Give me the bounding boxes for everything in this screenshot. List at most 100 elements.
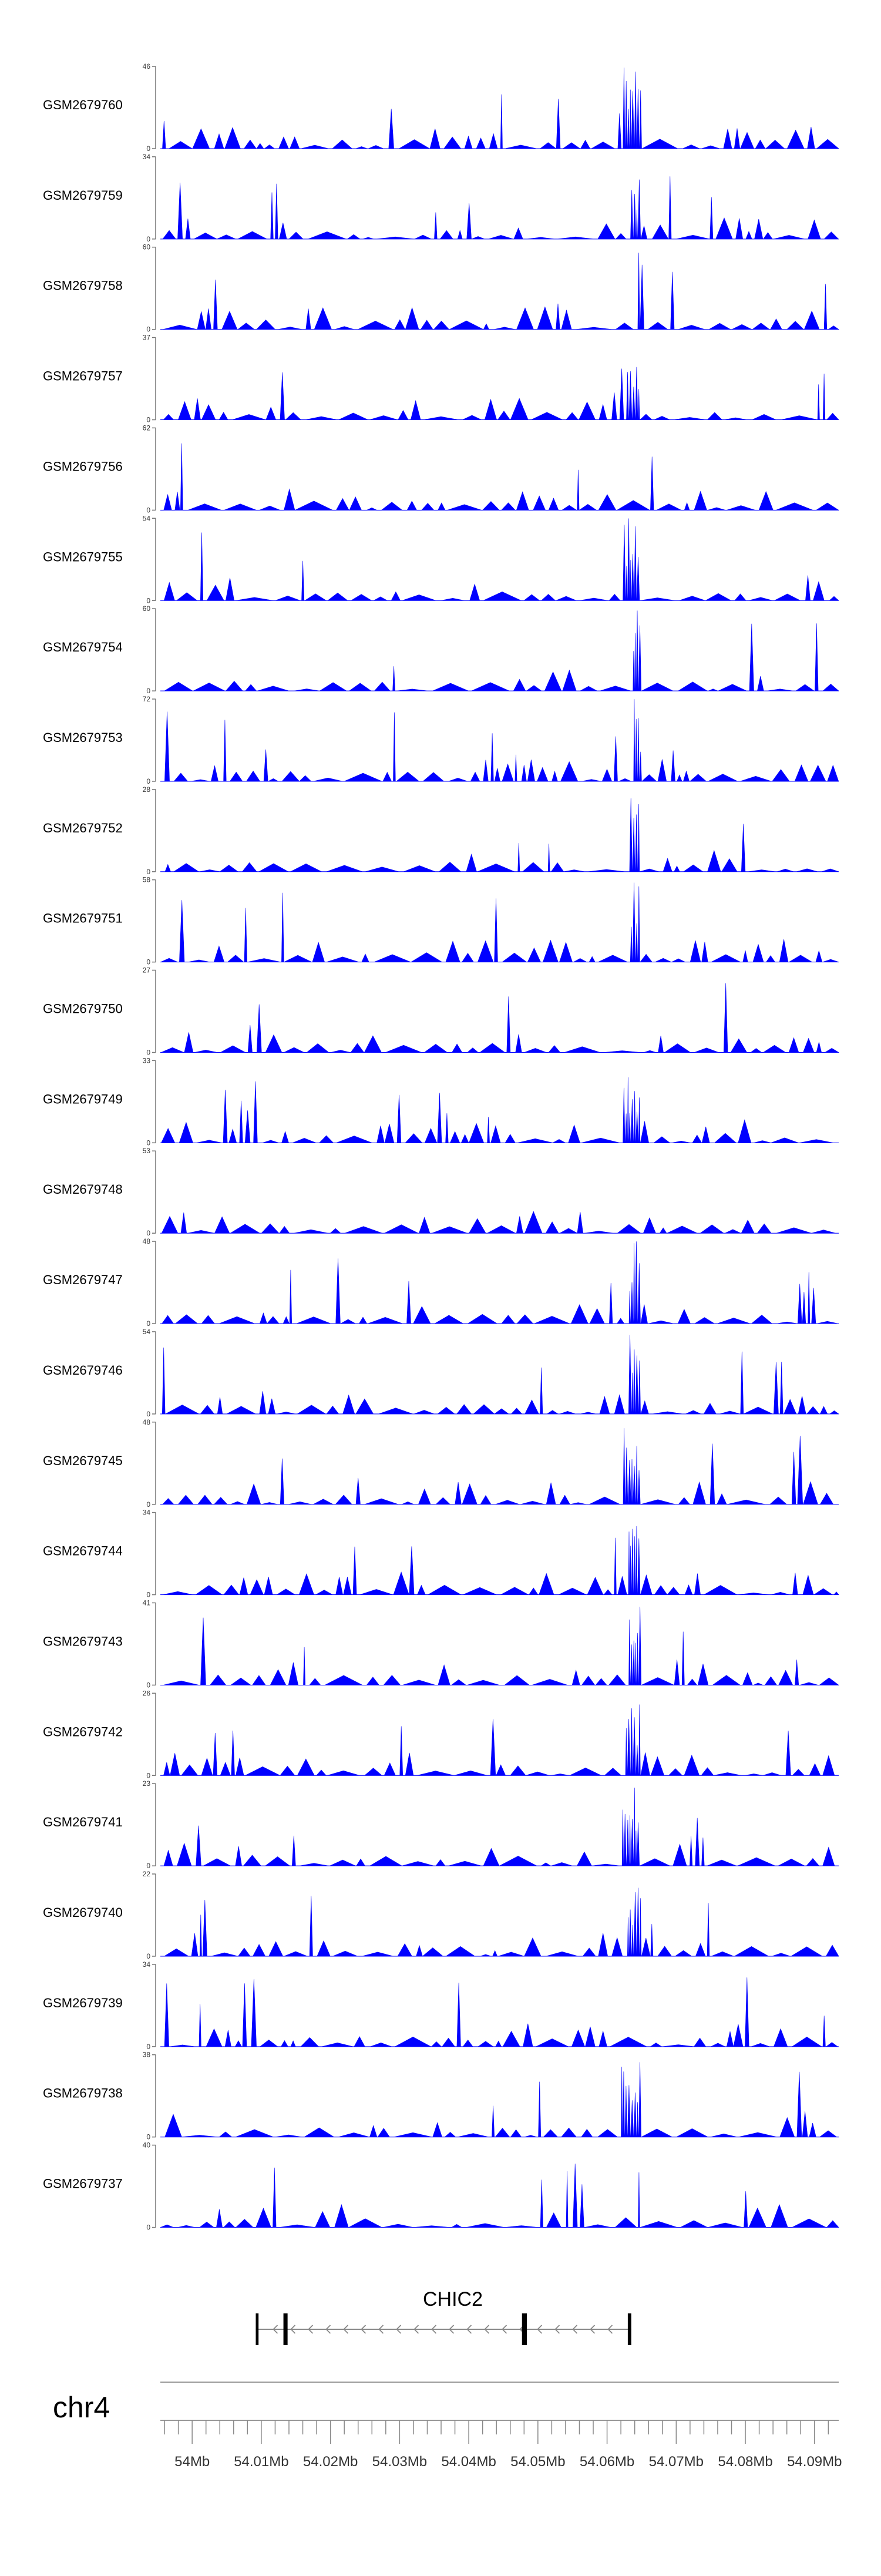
track-label: GSM2679756 [43,459,123,473]
y-min-label: 0 [146,2224,150,2232]
y-max-label: 58 [143,876,151,884]
track-label: GSM2679760 [43,98,123,112]
track-label: GSM2679758 [43,278,123,293]
track-label: GSM2679755 [43,549,123,564]
coverage-area [160,1211,839,1234]
y-max-label: 40 [143,2141,151,2150]
y-max-label: 38 [143,2051,151,2059]
coverage-area [160,1241,839,1324]
y-max-label: 48 [143,1418,151,1426]
track: GSM2679755 54 0 [43,514,839,604]
y-min-label: 0 [146,1681,150,1689]
coverage-area [160,367,839,420]
coverage-area [160,882,839,962]
track-label: GSM2679749 [43,1091,123,1106]
y-max-label: 22 [143,1870,151,1878]
track-label: GSM2679743 [43,1634,123,1648]
track-label: GSM2679741 [43,1815,123,1829]
y-max-label: 60 [143,243,151,251]
track-label: GSM2679737 [43,2177,123,2191]
y-max-label: 27 [143,966,151,975]
y-max-label: 34 [143,1509,151,1517]
y-min-label: 0 [146,596,150,604]
coverage-tracks: GSM2679760460GSM2679759340GSM2679758600G… [43,62,840,2232]
coverage-area [160,443,840,511]
chromosome-label: chr4 [53,2391,110,2424]
coverage-area [160,253,839,330]
track: GSM2679748 53 0 [43,1147,839,1237]
y-min-label: 0 [146,325,150,334]
track: GSM2679744 34 0 [43,1509,839,1599]
strand-arrow [537,2325,543,2334]
coverage-area [160,983,840,1053]
strand-arrow [413,2325,419,2334]
y-max-label: 53 [143,1147,151,1155]
coverage-area [160,1335,839,1415]
y-max-label: 23 [143,1779,151,1788]
y-min-label: 0 [146,1500,150,1509]
y-max-label: 41 [143,1598,151,1607]
track: GSM2679745 48 0 [43,1418,839,1509]
axis-tick-label: 54.09Mb [787,2454,842,2470]
track: GSM2679740 22 0 [43,1870,839,1960]
coverage-area [160,176,839,240]
track-label: GSM2679748 [43,1182,123,1197]
strand-arrow [554,2325,560,2334]
y-min-label: 0 [146,1952,150,1960]
strand-arrow [396,2325,402,2334]
track: GSM2679747 48 0 [43,1237,839,1328]
track-label: GSM2679739 [43,1996,123,2010]
track-label: GSM2679753 [43,730,123,745]
track-label: GSM2679747 [43,1272,123,1287]
strand-arrow [378,2325,384,2334]
gene-exon [283,2313,288,2345]
y-min-label: 0 [146,958,150,966]
track: GSM2679739 34 0 [43,1960,839,2051]
y-min-label: 0 [146,868,150,876]
axis-tick-label: 54.02Mb [303,2454,358,2470]
y-min-label: 0 [146,145,150,153]
axis-tick-label: 54.08Mb [718,2454,772,2470]
coverage-area [160,68,839,149]
coverage-area [160,1607,839,1685]
y-min-label: 0 [146,1410,150,1418]
y-min-label: 0 [146,1049,150,1057]
gene-exon [255,2313,259,2345]
track: GSM2679743 41 0 [43,1598,839,1689]
track-label: GSM2679754 [43,640,123,654]
coverage-area [160,1888,839,1957]
y-max-label: 62 [143,424,151,432]
y-max-label: 46 [143,62,151,70]
coverage-area [160,1788,839,1866]
y-min-label: 0 [146,687,150,695]
y-min-label: 0 [146,777,150,785]
track-label: GSM2679746 [43,1363,123,1378]
coverage-area [160,1428,839,1505]
strand-arrow [607,2325,613,2334]
coverage-area [160,699,839,782]
y-max-label: 48 [143,1237,151,1245]
strand-arrow [484,2325,490,2334]
chromosome-axis: chr4 54Mb 54.01Mb 54.02Mb 54.03Mb 54.04Mb 54.… [53,2382,842,2470]
track: GSM2679749 33 0 [43,1056,839,1147]
track: GSM2679750 27 0 [43,966,840,1057]
strand-arrow [431,2325,437,2334]
track: GSM2679742 26 0 [43,1689,839,1779]
track-label: GSM2679738 [43,2086,123,2101]
track-label: GSM2679752 [43,821,123,835]
axis-tick-label: 54.05Mb [510,2454,565,2470]
track: GSM2679754 60 0 [43,604,839,695]
strand-arrow [308,2325,314,2334]
track: GSM2679746 54 0 [43,1328,839,1418]
y-min-label: 0 [146,1771,150,1779]
y-max-label: 37 [143,334,151,342]
y-max-label: 54 [143,1328,151,1336]
y-min-label: 0 [146,1319,150,1328]
gene-exon [627,2313,631,2345]
y-min-label: 0 [146,506,150,514]
y-max-label: 26 [143,1689,151,1697]
y-max-label: 34 [143,153,151,161]
y-max-label: 33 [143,1056,151,1064]
track: GSM2679752 28 0 [43,785,839,876]
